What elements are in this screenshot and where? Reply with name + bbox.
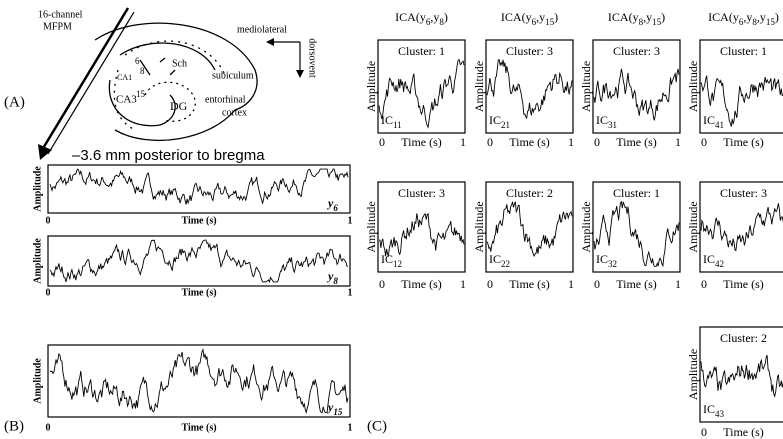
x-tick-label: 1: [348, 287, 353, 298]
cluster-label: Cluster: 1: [720, 44, 767, 58]
x-tick-label: 1: [675, 135, 681, 149]
y-axis-label: Amplitude: [472, 61, 486, 112]
x-tick-label: 1: [348, 422, 353, 433]
x-tick-label: 0: [379, 277, 385, 291]
y-axis-label: Amplitude: [364, 61, 378, 112]
cluster-label: Cluster: 3: [506, 44, 553, 58]
region-label: CA1: [117, 73, 132, 82]
channel-label: 15: [136, 89, 146, 99]
x-axis-label: Time (s): [181, 422, 216, 433]
panel-label: (A): [4, 94, 25, 110]
x-axis-label: Time (s): [616, 277, 657, 291]
x-tick-label: 0: [46, 287, 51, 298]
x-tick-label: 0: [379, 135, 385, 149]
channel-label: 8: [140, 66, 145, 76]
probe-label: MFPM: [43, 21, 72, 32]
column-header: ICA(y6,y8): [395, 10, 448, 27]
region-label: cortex: [222, 107, 247, 118]
x-axis-label: Time (s): [723, 425, 764, 439]
x-tick-label: 1: [460, 277, 466, 291]
x-axis-label: Time (s): [181, 287, 216, 298]
x-tick-label: 1: [348, 215, 353, 226]
x-axis-label: Time (s): [723, 135, 764, 149]
axis-label: mediolateral: [237, 24, 287, 35]
x-axis-label: Time (s): [181, 215, 216, 226]
y-axis-label: Amplitude: [472, 201, 486, 252]
region-label: entorhinal: [205, 94, 246, 105]
x-axis-label: Time (s): [616, 135, 657, 149]
x-tick-label: 0: [701, 425, 707, 439]
figure: (A) 16-channel MFPM mediolateral dorsove…: [0, 0, 783, 439]
x-tick-label: 0: [701, 277, 707, 291]
panel-label: (B): [4, 418, 24, 434]
x-tick-label: 0: [46, 215, 51, 226]
x-axis-label: Time (s): [509, 135, 550, 149]
cluster-label: Cluster: 3: [398, 186, 445, 200]
y-axis-label: Amplitude: [32, 166, 43, 212]
y-axis-label: Amplitude: [579, 61, 593, 112]
cluster-label: Cluster: 3: [720, 186, 767, 200]
column-header: ICA(y6,y8,y15): [708, 10, 779, 27]
x-tick-label: 1: [568, 135, 574, 149]
x-tick-label: 1: [460, 135, 466, 149]
panel-label: (C): [367, 418, 387, 434]
x-axis-label: Time (s): [401, 277, 442, 291]
x-tick-label: 0: [46, 422, 51, 433]
y-axis-label: Amplitude: [32, 358, 43, 404]
axis-label: dorsovent: [307, 38, 318, 78]
y-axis-label: Amplitude: [686, 349, 700, 400]
region-label: Sch: [172, 58, 187, 69]
cluster-label: Cluster: 3: [613, 44, 660, 58]
y-axis-label: Amplitude: [686, 201, 700, 252]
region-label: subiculum: [212, 70, 254, 81]
x-tick-label: 1: [675, 277, 681, 291]
y-axis-label: Amplitude: [579, 201, 593, 252]
probe-label: 16-channel: [38, 9, 83, 20]
x-axis-label: Time (s): [723, 277, 764, 291]
region-label: CA3: [116, 94, 137, 106]
channel-label: 6: [135, 56, 140, 66]
x-tick-label: 0: [701, 135, 707, 149]
cluster-label: Cluster: 1: [613, 186, 660, 200]
x-tick-label: 0: [594, 277, 600, 291]
column-header: ICA(y6,y15): [501, 10, 558, 27]
column-header: ICA(y8,y15): [608, 10, 665, 27]
cluster-label: Cluster: 2: [506, 186, 553, 200]
x-tick-label: 0: [487, 135, 493, 149]
x-axis-label: Time (s): [401, 135, 442, 149]
x-axis-label: Time (s): [509, 277, 550, 291]
region-label: DG: [170, 99, 188, 113]
y-axis-label: Amplitude: [32, 238, 43, 284]
y-axis-label: Amplitude: [364, 201, 378, 252]
x-tick-label: 0: [594, 135, 600, 149]
caption: –3.6 mm posterior to bregma: [72, 147, 265, 164]
cluster-label: Cluster: 1: [398, 44, 445, 58]
x-tick-label: 0: [487, 277, 493, 291]
cluster-label: Cluster: 2: [720, 331, 767, 345]
x-tick-label: 1: [568, 277, 574, 291]
y-axis-label: Amplitude: [686, 61, 700, 112]
